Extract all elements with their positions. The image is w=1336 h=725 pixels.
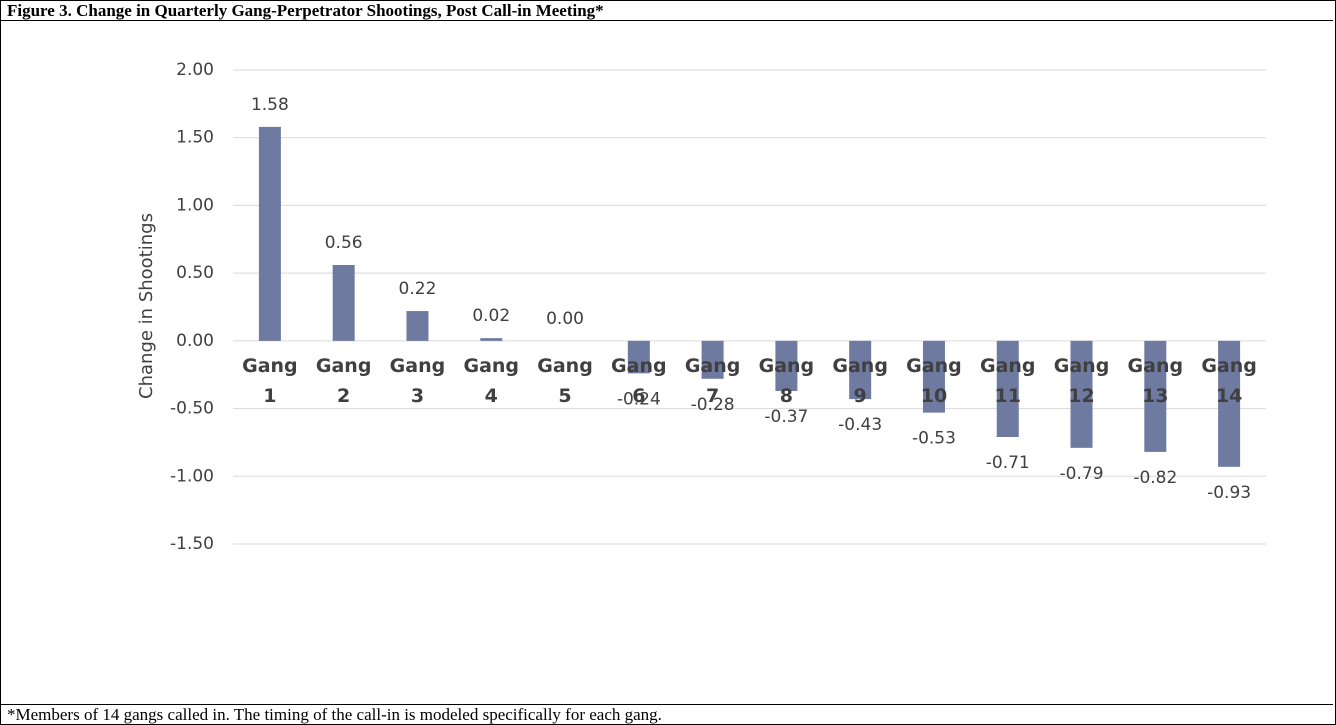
- x-tick-label: Gang 14: [1201, 354, 1257, 407]
- bar: [775, 340, 798, 391]
- data-label: -0.53: [912, 429, 956, 449]
- data-label: -0.28: [691, 395, 735, 415]
- footnote: *Members of 14 gangs called in. The timi…: [1, 704, 1333, 724]
- x-tick-label: Gang 5: [537, 354, 593, 407]
- y-tick-label: -1.50: [170, 534, 214, 554]
- x-tick-label: Gang 9: [832, 354, 888, 407]
- bar: [406, 311, 429, 341]
- y-tick-label: 0.00: [176, 331, 214, 351]
- y-tick-label: 1.00: [176, 195, 214, 215]
- x-tick-label: Gang 1: [242, 354, 298, 407]
- data-label: -0.43: [838, 415, 882, 435]
- data-label: -0.71: [986, 453, 1030, 473]
- data-label: -0.93: [1207, 483, 1251, 503]
- x-tick-label: Gang 3: [389, 354, 446, 407]
- bar: [701, 340, 724, 379]
- x-tick-label: Gang 4: [463, 354, 520, 407]
- y-tick-label: 2.00: [176, 60, 214, 80]
- data-label: -0.79: [1060, 464, 1104, 484]
- bar: [332, 265, 355, 341]
- y-tick-label: 1.50: [176, 128, 214, 148]
- x-tick-label: Gang 10: [906, 354, 962, 407]
- data-label: 0.22: [399, 279, 437, 299]
- bar: [627, 340, 650, 374]
- bar: [480, 338, 503, 341]
- data-label: 1.58: [251, 95, 289, 115]
- y-tick-label: -1.00: [170, 466, 214, 486]
- x-tick-label: Gang 8: [758, 354, 815, 407]
- x-tick-label: Gang 7: [684, 354, 741, 407]
- x-tick-label: Gang 6: [611, 354, 667, 407]
- data-label: 0.56: [325, 233, 363, 253]
- data-label: 0.02: [472, 306, 510, 326]
- y-tick-label: -0.50: [170, 399, 214, 419]
- bar: [1144, 340, 1167, 452]
- data-label: -0.24: [617, 389, 661, 409]
- chart-title: Figure 3. Change in Quarterly Gang-Perpe…: [1, 1, 1333, 21]
- bar: [996, 340, 1019, 438]
- bar: [849, 340, 872, 400]
- x-tick-label: Gang 12: [1053, 354, 1110, 407]
- data-label: 0.00: [546, 309, 584, 329]
- y-tick-label: 0.50: [176, 263, 214, 283]
- data-label: -0.37: [764, 407, 808, 427]
- y-axis-label: Change in Shootings: [136, 213, 157, 399]
- bar: [1218, 340, 1241, 467]
- x-tick-label: Gang 2: [315, 354, 372, 407]
- data-label: -0.82: [1133, 468, 1177, 488]
- bar: [1070, 340, 1093, 448]
- bar: [922, 340, 945, 413]
- bar: [258, 126, 281, 341]
- x-tick-label: Gang 13: [1127, 354, 1184, 407]
- x-tick-label: Gang 11: [979, 354, 1036, 407]
